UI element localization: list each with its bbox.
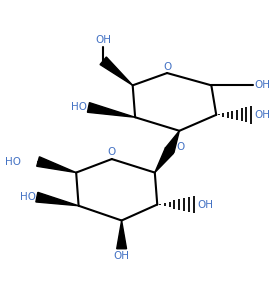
- Polygon shape: [117, 221, 126, 249]
- Polygon shape: [37, 157, 76, 173]
- Text: O: O: [108, 147, 116, 157]
- Text: O: O: [177, 142, 185, 152]
- Polygon shape: [165, 131, 179, 153]
- Polygon shape: [36, 192, 79, 206]
- Text: O: O: [163, 62, 171, 72]
- Text: OH: OH: [254, 80, 270, 90]
- Text: HO: HO: [5, 157, 21, 167]
- Polygon shape: [155, 148, 174, 173]
- Text: HO: HO: [71, 102, 87, 112]
- Polygon shape: [100, 57, 133, 85]
- Polygon shape: [88, 103, 135, 117]
- Text: OH: OH: [114, 251, 130, 261]
- Text: OH: OH: [95, 35, 111, 45]
- Text: OH: OH: [198, 200, 214, 210]
- Text: OH: OH: [254, 110, 270, 120]
- Text: HO: HO: [20, 192, 36, 202]
